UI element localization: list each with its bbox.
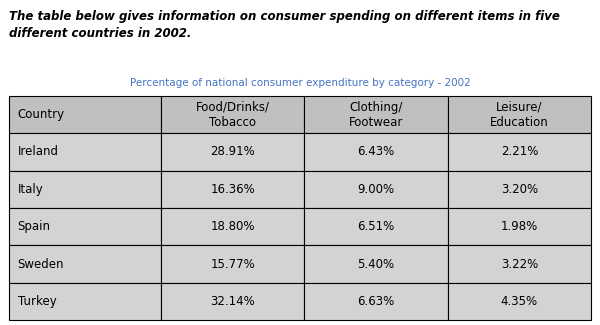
Text: Clothing/
Footwear: Clothing/ Footwear xyxy=(349,100,403,129)
Bar xyxy=(161,208,304,245)
Text: 6.43%: 6.43% xyxy=(358,145,395,158)
Bar xyxy=(9,208,161,245)
Bar xyxy=(9,283,161,320)
Text: Italy: Italy xyxy=(18,183,43,196)
Text: Country: Country xyxy=(18,108,65,121)
Text: Sweden: Sweden xyxy=(18,257,64,270)
Bar xyxy=(161,133,304,171)
Text: Leisure/
Education: Leisure/ Education xyxy=(490,100,549,129)
Bar xyxy=(448,96,591,133)
Bar xyxy=(304,133,448,171)
Bar xyxy=(161,96,304,133)
Text: Spain: Spain xyxy=(18,220,51,233)
Text: 3.22%: 3.22% xyxy=(501,257,538,270)
Bar xyxy=(304,96,448,133)
Bar xyxy=(161,283,304,320)
Bar xyxy=(304,208,448,245)
Bar xyxy=(9,133,161,171)
Text: 15.77%: 15.77% xyxy=(211,257,255,270)
Text: The table below gives information on consumer spending on different items in fiv: The table below gives information on con… xyxy=(9,10,560,40)
Bar xyxy=(304,283,448,320)
Text: 6.51%: 6.51% xyxy=(358,220,395,233)
Text: 16.36%: 16.36% xyxy=(211,183,255,196)
Bar xyxy=(161,171,304,208)
Text: 6.63%: 6.63% xyxy=(358,295,395,308)
Bar xyxy=(448,133,591,171)
Text: 5.40%: 5.40% xyxy=(358,257,395,270)
Text: Food/Drinks/
Tobacco: Food/Drinks/ Tobacco xyxy=(196,100,270,129)
Bar xyxy=(448,245,591,283)
Bar xyxy=(448,208,591,245)
Bar xyxy=(9,171,161,208)
Bar xyxy=(448,171,591,208)
Text: Ireland: Ireland xyxy=(18,145,59,158)
Bar xyxy=(448,283,591,320)
Bar xyxy=(9,96,161,133)
Bar xyxy=(304,245,448,283)
Text: 9.00%: 9.00% xyxy=(358,183,395,196)
Text: 1.98%: 1.98% xyxy=(501,220,538,233)
Text: Percentage of national consumer expenditure by category - 2002: Percentage of national consumer expendit… xyxy=(130,78,470,88)
Text: Turkey: Turkey xyxy=(18,295,56,308)
Text: 2.21%: 2.21% xyxy=(500,145,538,158)
Text: 3.20%: 3.20% xyxy=(501,183,538,196)
Bar xyxy=(9,245,161,283)
Bar xyxy=(304,171,448,208)
Text: 28.91%: 28.91% xyxy=(211,145,255,158)
Text: 18.80%: 18.80% xyxy=(211,220,255,233)
Text: 4.35%: 4.35% xyxy=(501,295,538,308)
Text: 32.14%: 32.14% xyxy=(211,295,255,308)
Bar xyxy=(161,245,304,283)
